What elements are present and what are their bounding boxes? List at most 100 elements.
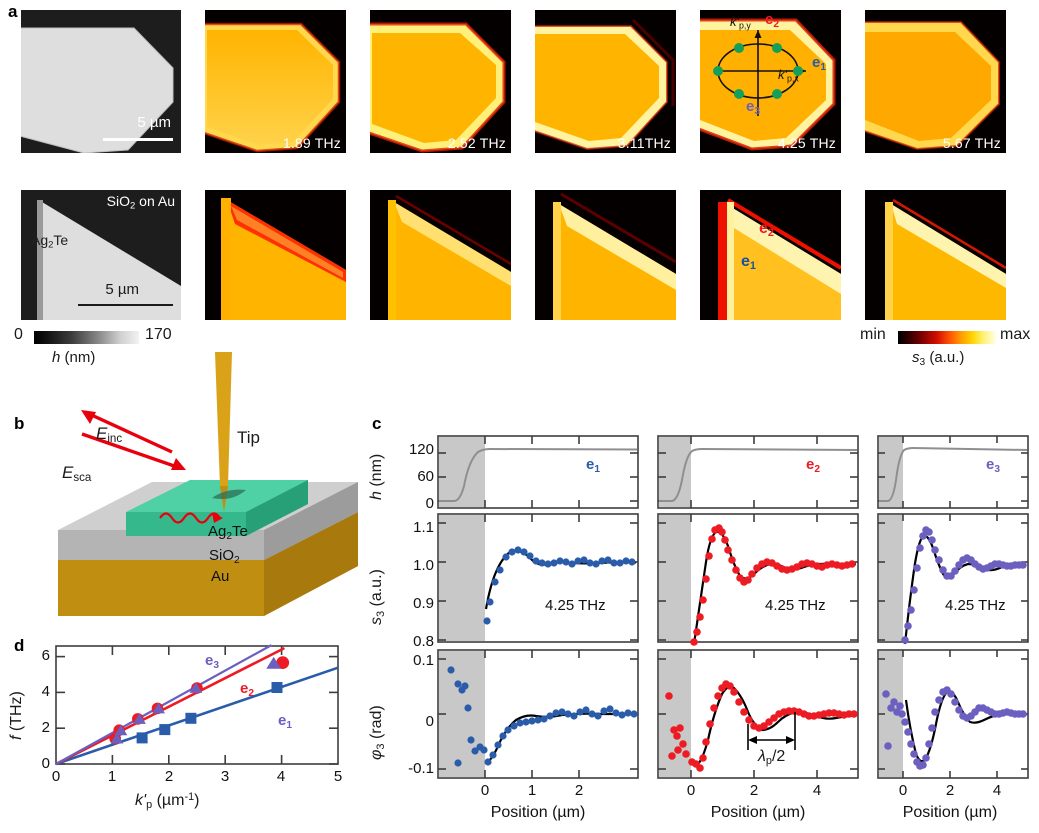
panel-c-col1-frequency: 4.25 THz (545, 597, 606, 614)
panel-c-col3-xlabel: Position (µm) (902, 804, 998, 821)
schematic-sample-stack (58, 352, 358, 616)
nearfield-image-10 (865, 190, 1006, 320)
panel-d-xtick-5: 5 (333, 768, 343, 785)
nearfield-image-2 (370, 10, 511, 153)
panel-c-col3-xtick-2: 2 (945, 782, 955, 799)
panel-d-xtick-2: 2 (164, 768, 174, 785)
panel-c-h-ytick-60: 60 (417, 468, 434, 485)
afm-flake-shape-top (21, 10, 181, 153)
panel-c-col3-amplitude (877, 513, 1029, 645)
afm-topography-bottom: SiO2 on Au Ag2Te 5 µm (21, 190, 181, 320)
scalebar-label-bottom: 5 µm (105, 281, 139, 298)
inset-edge-label-e2: e2 (765, 11, 780, 30)
label-ag2te: Ag2Te (31, 232, 69, 251)
panel-d-chart (55, 644, 339, 766)
panel-label-c: c (372, 414, 382, 433)
panel-c-col2-topography (657, 435, 859, 509)
frequency-label-1: 1.89 THz (282, 135, 341, 151)
frequency-label-5: 5.67 THz (942, 135, 1001, 151)
nearfield-image-4 (700, 10, 841, 153)
panel-d-ytick-0: 0 (41, 755, 50, 772)
panel-c-col1-amplitude (437, 513, 639, 643)
label-e-sca: Esca (62, 463, 92, 485)
height-colorbar-max: 170 (145, 326, 172, 343)
panel-c-col3-phase (877, 649, 1029, 779)
panel-c-phi3-ytick-0.1: 0.1 (413, 652, 434, 669)
panel-c-col2-xtick-0: 0 (686, 782, 696, 799)
panel-d-series-label-e1: e1 (278, 712, 293, 731)
panel-c-col3-xtick-0: 0 (898, 782, 908, 799)
panel-d-ylabel: f (THz) (8, 691, 25, 740)
panel-c-col1-xtick-1: 1 (527, 782, 537, 799)
nearfield-image-9 (700, 190, 841, 320)
panel-c-lambda-annotation: λp/2 (758, 748, 786, 768)
inset-edge-label-e3: e3 (746, 98, 761, 117)
label-sio2-on-au: SiO2 on Au (106, 193, 175, 212)
nearfield-tile-top-5.67THz: 5.67 THz (865, 10, 1006, 153)
panel-c-phi3-ytick--0.1: -0.1 (408, 760, 434, 777)
s3-colorbar (898, 331, 996, 344)
nearfield-tile-top-3.11THz: 3.11THz (535, 10, 676, 153)
height-colorbar (34, 331, 139, 344)
nearfield-tile-bottom-5.67THz (865, 190, 1006, 320)
nearfield-tile-top-1.89THz: 1.89 THz (205, 10, 346, 153)
nearfield-tile-bottom-4.25THz: e2 e1 (700, 190, 841, 320)
panel-c-col1-topography (437, 435, 639, 509)
panel-label-b: b (14, 414, 25, 433)
panel-d-ytick-2: 2 (41, 719, 50, 736)
panel-label-d: d (14, 636, 25, 655)
panel-c-ylabel-phi3: φ3 (rad) (368, 705, 388, 760)
height-colorbar-caption: h (nm) (52, 349, 96, 366)
panel-c-col3-edge-label: e3 (986, 456, 1001, 475)
panel-d-ytick-6: 6 (41, 647, 50, 664)
inset-edge-label-e1: e1 (812, 54, 827, 73)
panel-c-phi3-ytick-0: 0 (425, 713, 434, 730)
edge-label-e1-bottom: e1 (741, 253, 756, 273)
panel-c-col1-xtick-0: 0 (480, 782, 490, 799)
frequency-label-2: 2.52 THz (447, 135, 506, 151)
panel-d-xtick-4: 4 (276, 768, 286, 785)
afm-topography-top: 5 µm (21, 10, 181, 153)
scalebar-top (103, 138, 173, 141)
panel-c-col3-frequency: 4.25 THz (945, 597, 1006, 614)
panel-c-col2-xtick-4: 4 (812, 782, 822, 799)
panel-d-xlabel: k'p (µm-1) (135, 791, 200, 811)
height-colorbar-min: 0 (14, 326, 23, 343)
nearfield-image-8 (535, 190, 676, 320)
panel-c-col2-xlabel: Position (µm) (710, 804, 806, 821)
panel-c-col2-amplitude (657, 513, 859, 646)
panel-c-col3-xtick-4: 4 (992, 782, 1002, 799)
nearfield-image-7 (370, 190, 511, 320)
panel-c-s3-ytick-1.0: 1.0 (413, 557, 434, 574)
s3-colorbar-min: min (860, 326, 886, 343)
panel-c-col1-xlabel: Position (µm) (490, 804, 586, 821)
panel-c-ylabel-h: h (nm) (368, 453, 385, 500)
label-material-ag2te: Ag2Te (208, 523, 248, 542)
panel-c-col1-phase (437, 649, 639, 779)
s3-colorbar-caption: s3 (a.u.) (912, 349, 965, 368)
nearfield-image-1 (205, 10, 346, 153)
nearfield-image-3 (535, 10, 676, 153)
panel-d-series-label-e3: e3 (205, 652, 220, 671)
frequency-label-3: 3.11THz (617, 135, 671, 151)
kspace-axis-y-label: k'p,y (730, 14, 751, 31)
panel-d-xtick-1: 1 (107, 768, 117, 785)
panel-c-col2-edge-label: e2 (806, 456, 821, 475)
label-e-inc: Einc (96, 424, 123, 446)
label-material-au: Au (211, 568, 230, 585)
panel-c-col3-topography (877, 435, 1029, 509)
kspace-axis-x-label: k'p,x (778, 67, 799, 84)
panel-label-a: a (8, 2, 18, 21)
panel-c-s3-ytick-1.1: 1.1 (413, 519, 434, 536)
nearfield-tile-top-2.52THz: 2.52 THz (370, 10, 511, 153)
nearfield-image-5 (865, 10, 1006, 153)
panel-d-ytick-4: 4 (41, 683, 50, 700)
panel-c-h-ytick-120: 120 (408, 441, 434, 458)
afm-flake-shape-bottom (21, 190, 181, 320)
panel-c-s3-ytick-0.9: 0.9 (413, 595, 434, 612)
panel-c-col2-xtick-2: 2 (749, 782, 759, 799)
label-tip: Tip (237, 428, 260, 447)
panel-c-h-ytick-0: 0 (425, 495, 434, 512)
label-material-sio2: SiO2 (209, 547, 240, 566)
s3-colorbar-max: max (1000, 326, 1031, 343)
